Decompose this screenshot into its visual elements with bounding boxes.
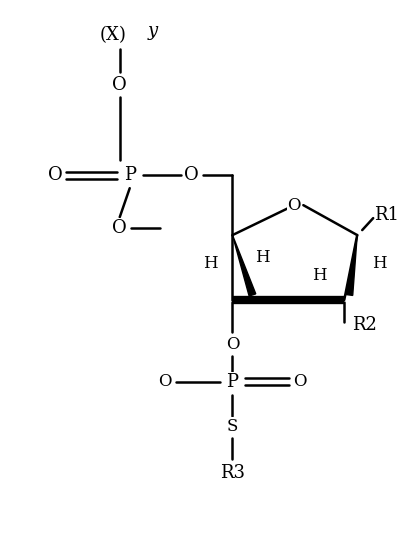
Text: O: O bbox=[184, 166, 199, 184]
Text: R2: R2 bbox=[352, 316, 377, 334]
Polygon shape bbox=[346, 235, 357, 295]
Text: R3: R3 bbox=[220, 464, 245, 481]
Text: O: O bbox=[294, 373, 307, 390]
Text: P: P bbox=[124, 166, 136, 184]
Text: S: S bbox=[227, 418, 238, 435]
Text: H: H bbox=[372, 254, 386, 271]
Text: y: y bbox=[148, 22, 158, 39]
Text: O: O bbox=[47, 166, 62, 184]
Text: H: H bbox=[255, 249, 270, 265]
Text: O: O bbox=[226, 336, 239, 353]
Text: (X): (X) bbox=[100, 27, 127, 44]
Text: R1: R1 bbox=[374, 206, 399, 224]
Text: H: H bbox=[203, 254, 218, 271]
Polygon shape bbox=[232, 235, 256, 296]
Text: O: O bbox=[112, 219, 127, 237]
Text: O: O bbox=[112, 76, 127, 94]
Text: P: P bbox=[226, 373, 239, 391]
Text: O: O bbox=[288, 197, 301, 214]
Text: O: O bbox=[158, 373, 171, 390]
Text: H: H bbox=[312, 266, 326, 284]
